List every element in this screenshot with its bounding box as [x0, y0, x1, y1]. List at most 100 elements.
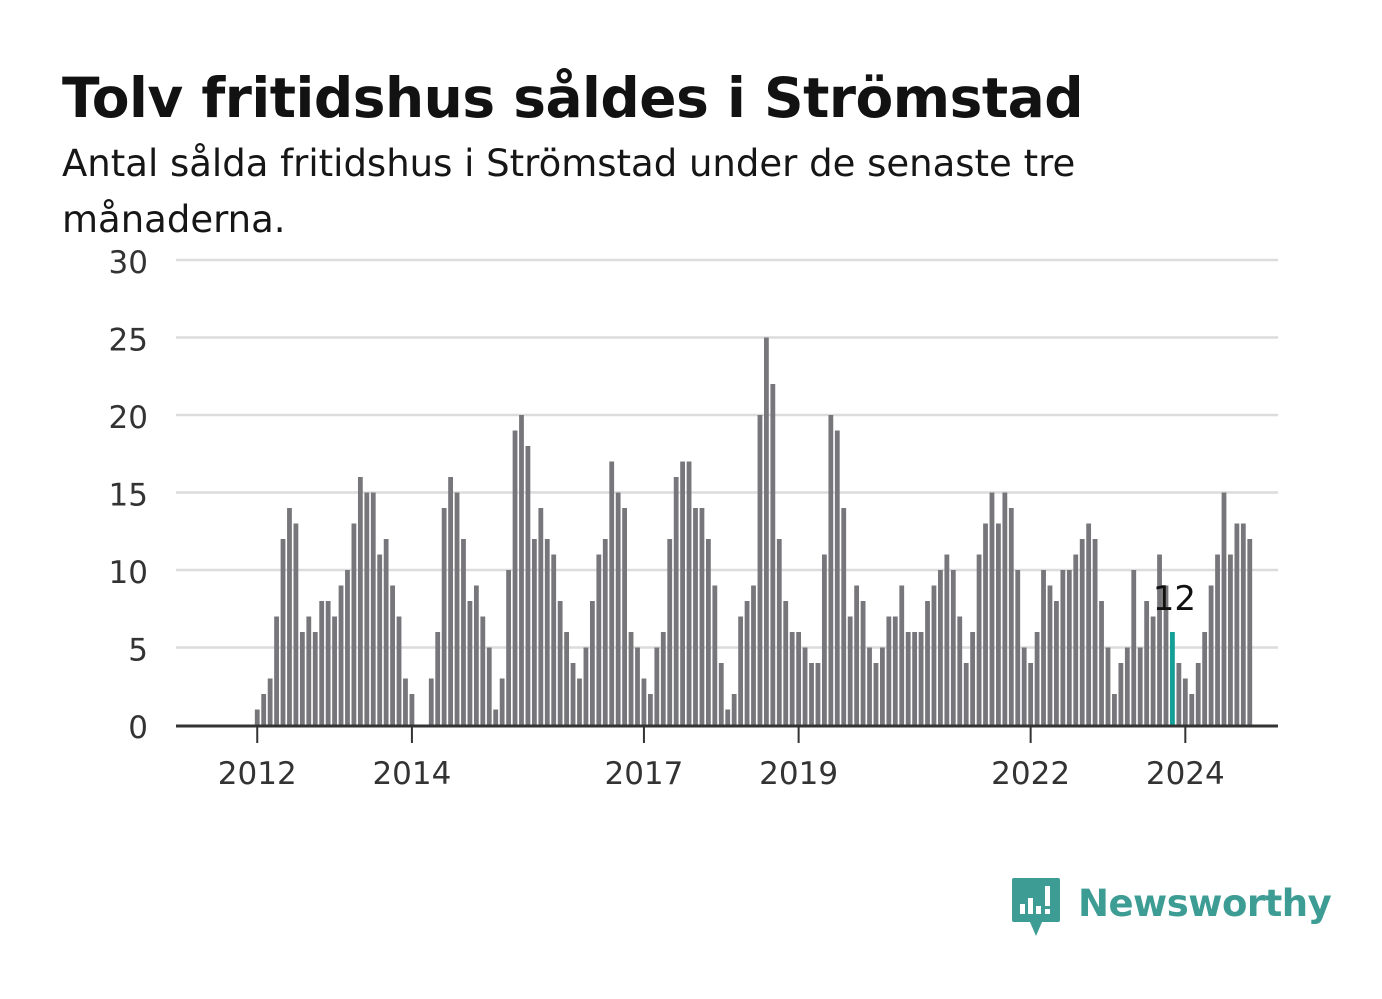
bar: [403, 678, 408, 725]
bar: [525, 446, 531, 725]
bar: [854, 585, 860, 725]
y-tick-label: 25: [109, 323, 148, 359]
bar: [699, 508, 705, 725]
bar: [345, 570, 350, 725]
bar: [873, 663, 879, 725]
data-labels: 12: [1153, 579, 1196, 619]
bar: [880, 647, 885, 725]
bar: [1041, 570, 1046, 725]
bar: [1176, 663, 1182, 725]
bar: [899, 585, 905, 725]
bar: [635, 647, 640, 725]
bar: [841, 508, 847, 725]
bar: [1118, 663, 1124, 725]
bar: [996, 523, 1001, 725]
bar: [564, 632, 569, 725]
bar: [493, 709, 499, 725]
bar: [931, 585, 937, 725]
bar: [589, 601, 595, 725]
bar: [1221, 492, 1227, 725]
bar: [944, 554, 950, 725]
bar: [519, 415, 524, 725]
y-tick-label: 30: [109, 245, 148, 281]
bar: [763, 337, 769, 725]
bar: [351, 523, 357, 725]
bar: [274, 616, 279, 725]
bar: [673, 477, 679, 725]
bar: [577, 678, 582, 725]
bar: [1202, 632, 1208, 725]
bar: [383, 539, 389, 725]
bar: [377, 554, 383, 725]
bar: [938, 570, 943, 725]
chart-title: Tolv fritidshus såldes i Strömstad: [62, 66, 1084, 130]
bar: [544, 539, 550, 725]
bar: [828, 415, 834, 725]
bar: [1099, 601, 1104, 725]
y-tick-label: 20: [109, 400, 148, 436]
bar: [480, 616, 486, 725]
chart-subtitle: Antal sålda fritidshus i Strömstad under…: [62, 142, 1076, 241]
bar: [1105, 647, 1111, 725]
bar: [989, 492, 995, 725]
bar: [1092, 539, 1098, 725]
brand-name: Newsworthy: [1078, 881, 1332, 925]
bar: [1163, 585, 1169, 725]
bar: [261, 694, 267, 725]
bar: [976, 554, 982, 725]
bar: [357, 477, 363, 725]
bar: [660, 632, 666, 725]
highlight-bar: [1170, 632, 1175, 725]
bar: [1066, 570, 1072, 725]
bar: [461, 539, 466, 725]
bar: [1215, 554, 1220, 725]
bar: [796, 632, 802, 725]
bar: [789, 632, 795, 725]
y-tick-label: 5: [128, 633, 148, 669]
bar: [1021, 647, 1027, 725]
bar: [602, 539, 608, 725]
bar: [1002, 492, 1008, 725]
bar: [860, 601, 866, 725]
bar: [1047, 585, 1053, 725]
x-tick-label: 2024: [1146, 756, 1225, 792]
brand: Newsworthy: [1010, 876, 1332, 942]
bar: [486, 647, 492, 725]
bar: [467, 601, 473, 725]
newsworthy-logo-icon: [1012, 878, 1060, 936]
bar: [441, 508, 447, 725]
bar: [770, 384, 776, 725]
bar: [847, 616, 853, 725]
bar: [712, 585, 718, 725]
bar: [570, 663, 576, 725]
bar: [641, 678, 647, 725]
bar: [725, 709, 731, 725]
bar: [686, 461, 692, 725]
bar: [280, 539, 286, 725]
bar: [1137, 647, 1143, 725]
bar: [370, 492, 376, 725]
bar: [435, 632, 441, 725]
bar: [654, 647, 660, 725]
bar: [1195, 663, 1201, 725]
bar: [254, 709, 260, 725]
bar: [783, 601, 789, 725]
bar: [822, 554, 827, 725]
bar: [918, 632, 924, 725]
bar: [287, 508, 292, 725]
bar: [473, 585, 479, 725]
bar: [809, 663, 814, 725]
bar: [1157, 554, 1162, 725]
y-axis: 0 5 10 15 20 25 30: [109, 245, 148, 746]
bar: [1189, 694, 1195, 725]
bar: [332, 616, 337, 725]
x-tick-label: 2014: [372, 756, 451, 792]
bar: [1144, 601, 1150, 725]
bar: [776, 539, 782, 725]
bar: [731, 694, 737, 725]
bar: [409, 694, 415, 725]
bar: [892, 616, 898, 725]
bar: [983, 523, 988, 725]
bar: [428, 678, 434, 725]
bar: [1073, 554, 1079, 725]
